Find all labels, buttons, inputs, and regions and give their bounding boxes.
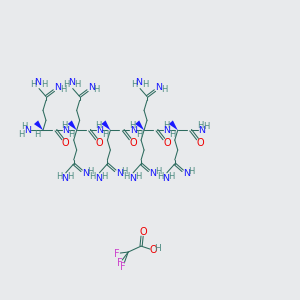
Text: H: H <box>89 172 96 181</box>
Text: H: H <box>74 80 81 89</box>
Text: N: N <box>183 169 190 178</box>
Text: N: N <box>61 174 68 183</box>
Text: N: N <box>130 126 137 135</box>
Text: N: N <box>95 174 102 183</box>
Text: N: N <box>163 126 170 135</box>
Text: H: H <box>18 130 24 139</box>
Text: H: H <box>161 85 167 94</box>
Text: O: O <box>129 138 137 148</box>
Text: H: H <box>34 130 40 139</box>
Text: H: H <box>60 85 66 94</box>
Text: H: H <box>154 244 161 253</box>
Text: H: H <box>142 80 148 89</box>
Text: F: F <box>120 262 126 272</box>
Text: N: N <box>116 169 123 178</box>
Text: H: H <box>163 121 169 130</box>
Polygon shape <box>68 120 77 130</box>
Text: H: H <box>87 167 94 176</box>
Polygon shape <box>135 120 144 130</box>
Polygon shape <box>101 120 110 130</box>
Text: H: H <box>123 172 129 181</box>
Text: F: F <box>118 258 123 268</box>
Text: O: O <box>149 245 157 255</box>
Text: H: H <box>30 80 36 89</box>
Text: N: N <box>62 126 69 135</box>
Text: H: H <box>203 122 210 131</box>
Text: H: H <box>121 167 127 176</box>
Text: H: H <box>102 130 109 139</box>
Text: H: H <box>155 167 161 176</box>
Text: N: N <box>24 126 31 135</box>
Text: H: H <box>64 80 70 89</box>
Text: H: H <box>93 85 100 94</box>
Text: H: H <box>197 121 204 130</box>
Text: N: N <box>136 78 142 87</box>
Text: N: N <box>96 126 103 135</box>
Text: F: F <box>113 249 119 259</box>
Text: N: N <box>129 174 136 183</box>
Text: H: H <box>41 80 47 89</box>
Text: O: O <box>139 227 147 237</box>
Text: H: H <box>188 167 195 176</box>
Text: O: O <box>96 138 103 148</box>
Text: H: H <box>169 172 175 181</box>
Text: H: H <box>135 172 141 181</box>
Text: N: N <box>68 78 75 87</box>
Text: O: O <box>62 138 70 148</box>
Text: H: H <box>68 130 75 139</box>
Text: H: H <box>157 172 163 181</box>
Text: H: H <box>95 121 102 130</box>
Text: N: N <box>88 83 95 92</box>
Text: N: N <box>149 169 157 178</box>
Text: N: N <box>198 126 205 135</box>
Text: H: H <box>129 121 135 130</box>
Text: O: O <box>163 138 171 148</box>
Text: H: H <box>136 130 142 139</box>
Text: H: H <box>169 130 176 139</box>
Text: H: H <box>68 172 74 181</box>
Text: N: N <box>162 174 169 183</box>
Text: N: N <box>34 78 41 87</box>
Text: H: H <box>101 172 108 181</box>
Text: H: H <box>56 172 62 181</box>
Text: N: N <box>82 169 89 178</box>
Text: H: H <box>61 121 68 130</box>
Text: O: O <box>197 138 204 148</box>
Text: N: N <box>54 83 61 92</box>
Text: N: N <box>155 83 162 92</box>
Polygon shape <box>169 120 178 130</box>
Text: H: H <box>131 80 137 89</box>
Text: H: H <box>21 122 27 131</box>
Polygon shape <box>34 120 43 130</box>
